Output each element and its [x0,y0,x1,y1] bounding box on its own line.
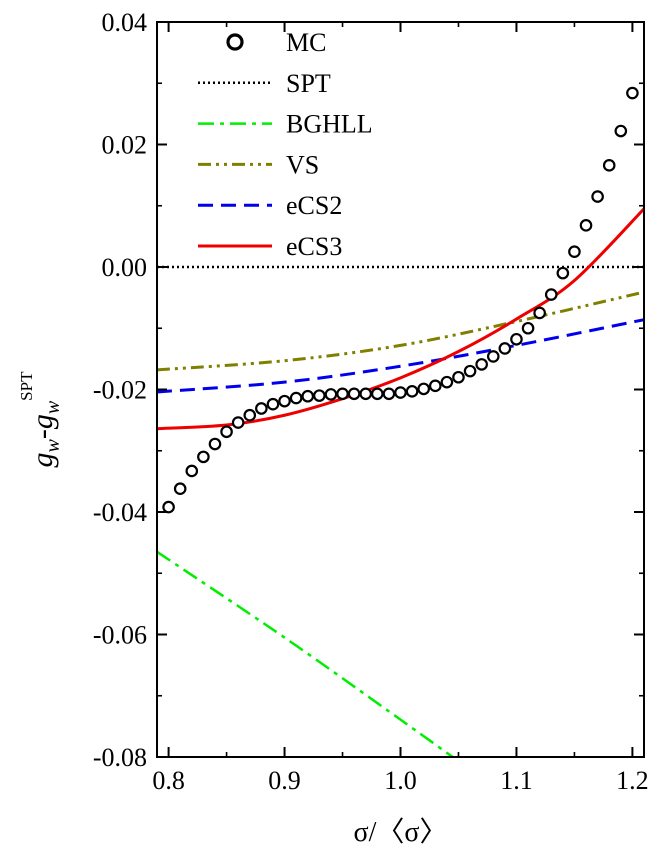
legend: MC SPT BGHLL VS eCS2 eCS3 [198,28,373,261]
mc-data-point [440,375,454,389]
mc-data-point [382,387,396,401]
mc-data-point [602,159,616,172]
mc-data-point [521,321,535,335]
series-line-vs [157,290,644,372]
y-label-sub: w [42,439,64,453]
mc-data-point [371,387,384,401]
legend-label-mc: MC [286,28,326,57]
mc-data-point [255,402,268,415]
y-tick-label: -0.08 [93,743,147,772]
mc-data-point [394,386,407,399]
y-tick-label: 0.04 [102,8,148,37]
legend-label-bghll: BGHLL [286,110,373,139]
mc-data-point [359,387,373,401]
mc-data-point [278,394,291,408]
mc-data-point [405,385,419,398]
y-label-sup: SPT [17,371,36,401]
legend-label-vs: VS [286,150,319,179]
mc-data-point [313,389,326,402]
series-line-ecs2 [157,318,644,394]
y-tick-label: 0.02 [102,131,148,160]
y-tick-label: -0.06 [93,621,147,650]
legend-label-ecs3: eCS3 [286,232,342,261]
legend-item-ecs3: eCS3 [198,232,342,261]
x-tick-label: 1.2 [616,766,649,795]
legend-item-ecs2: eCS2 [198,191,342,220]
legend-item-vs: VS [198,150,319,179]
mc-data-point [336,387,349,401]
y-tick-label: -0.04 [93,498,147,527]
x-tick-label: 0.9 [268,766,301,795]
mc-data-point [197,450,210,464]
mc-data-point [614,124,628,138]
mc-data-point [220,425,233,439]
legend-marker-mc [226,33,244,51]
mc-data-point [591,190,604,203]
mc-data-point [452,370,465,384]
tick-labels: 0.8 0.9 1.0 1.1 1.2 -0.08 -0.06 -0.04 -0.02 0.00 0… [93,8,649,795]
mc-data-point [243,408,257,422]
y-axis-label: gw-gwSPT [17,371,64,468]
mc-data-point [568,245,581,258]
mc-data-point [510,332,523,346]
legend-label-ecs2: eCS2 [286,191,342,220]
mc-data-point [544,288,558,301]
mc-data-point [463,364,477,378]
series-line-bghll [157,550,454,757]
legend-item-bghll: BGHLL [198,110,373,139]
mc-data-point [626,86,639,100]
mc-data-point [556,266,570,280]
legend-label-spt: SPT [286,69,331,98]
y-label-g: g [26,453,59,468]
x-tick-label: 0.8 [152,766,185,795]
mc-data-point [428,379,442,393]
mc-data-point [173,482,187,496]
x-tick-label: 1.0 [384,766,417,795]
legend-item-mc: MC [226,28,326,57]
axis-ticks [157,21,644,758]
mc-data-point [417,382,430,396]
mc-data-point [231,416,245,429]
y-label-g2: g [26,414,59,429]
mc-data-point [208,437,222,451]
mc-data-point [579,219,593,232]
y-tick-label: 0.00 [102,253,148,282]
mc-data-point [498,342,512,355]
mc-data-point [347,387,361,401]
y-label-minus: - [26,429,59,439]
x-tick-label: 1.1 [500,766,533,795]
mc-data-point [486,350,500,363]
mc-data-point [266,397,280,411]
mc-data-point [289,391,303,405]
mc-data-point [475,358,488,371]
plot-series [157,86,644,757]
mc-data-point [162,500,175,514]
y-axis-label-text: gw-gwSPT [17,371,64,468]
y-tick-label: -0.02 [93,376,147,405]
y-label-sub2: w [42,400,64,414]
mc-data-point [301,389,315,403]
x-axis-label: σ/〈σ〉 [354,816,448,848]
mc-data-point [533,306,546,320]
mc-data-point [324,388,338,401]
legend-item-spt: SPT [198,69,331,98]
mc-data-point [185,464,199,478]
